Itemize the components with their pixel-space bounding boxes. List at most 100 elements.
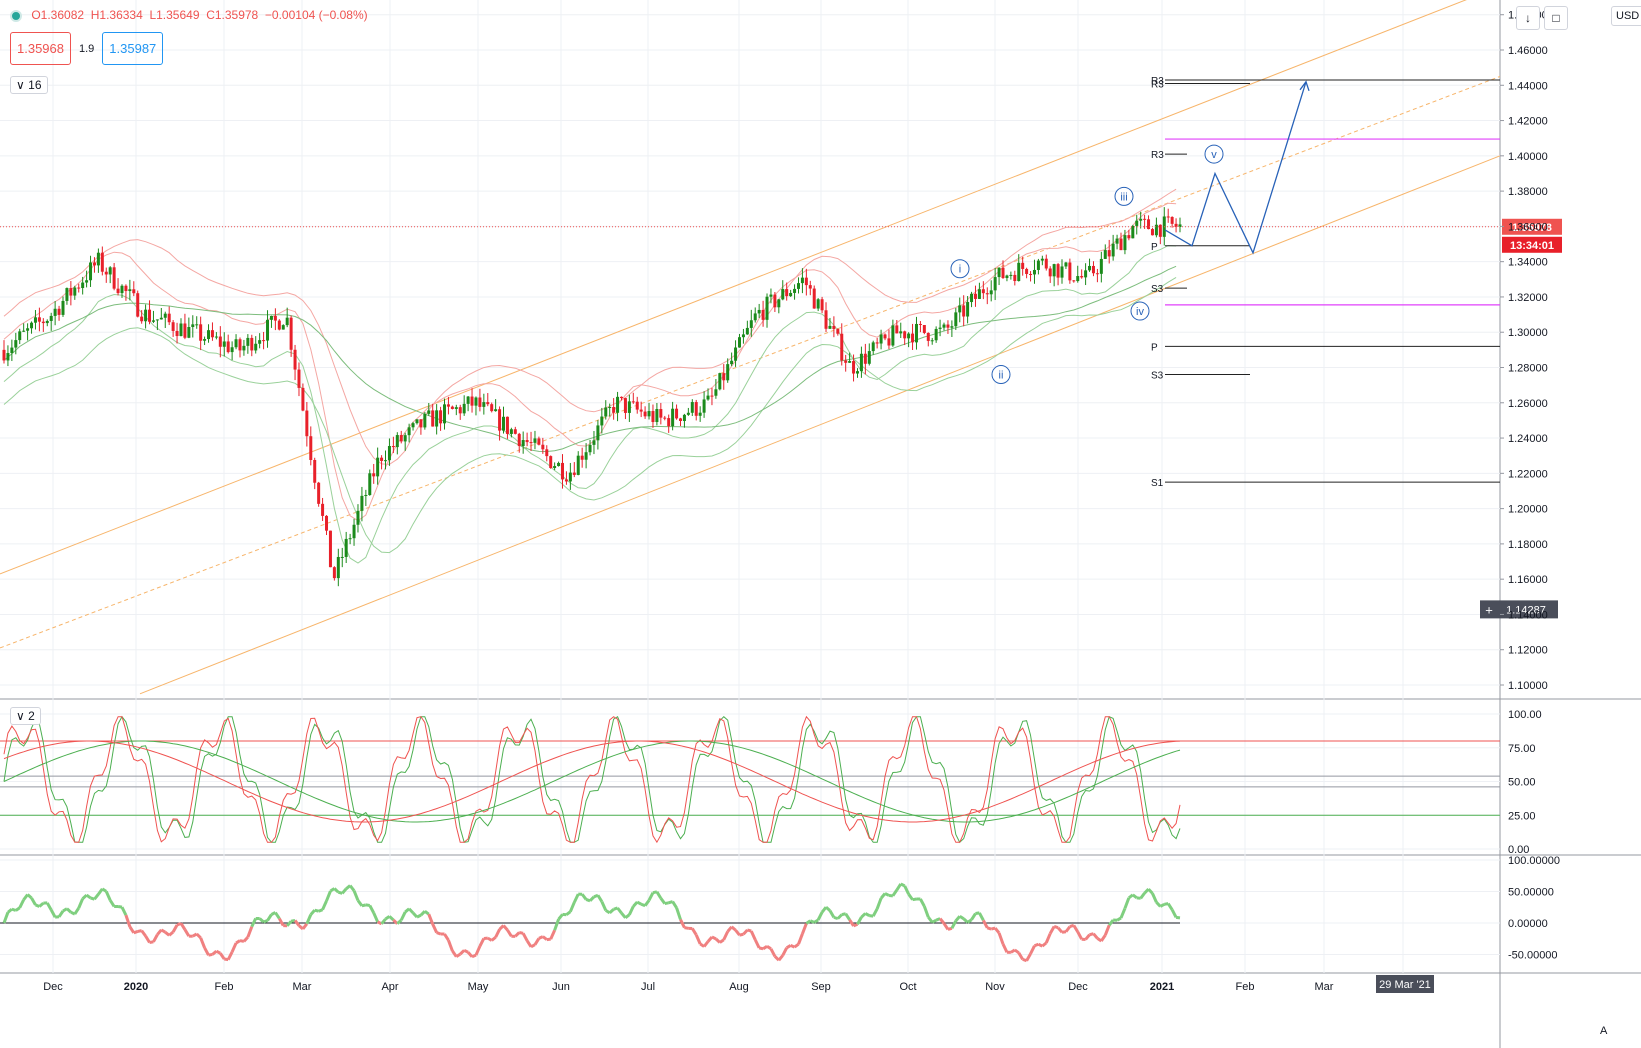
candle-body: [730, 360, 734, 365]
candle-body: [1103, 250, 1107, 259]
candle-body: [887, 338, 891, 346]
indicator-toggle-oscillator[interactable]: ∨ 2: [10, 707, 41, 725]
candle-body: [1139, 218, 1143, 221]
momentum-segment: [168, 930, 175, 937]
momentum-segment: [219, 952, 226, 960]
momentum-segment: [388, 915, 395, 922]
buy-button[interactable]: 1.35987: [102, 32, 164, 65]
momentum-segment: [986, 926, 992, 931]
oscillator-tick-label: 100.00: [1508, 709, 1542, 721]
candle-body: [619, 396, 623, 399]
candle-body: [682, 414, 686, 421]
oscillator-tick-label: 25.00: [1508, 810, 1536, 822]
candle-body: [171, 322, 175, 331]
momentum-segment: [128, 925, 136, 934]
scroll-down-button[interactable]: ↓: [1516, 6, 1540, 30]
momentum-segment: [1048, 925, 1056, 935]
momentum-segment: [903, 885, 910, 895]
momentum-segment: [160, 928, 167, 934]
momentum-segment: [1166, 902, 1174, 911]
candle-body: [262, 340, 266, 342]
candle-body: [502, 416, 506, 431]
momentum-segment: [423, 910, 430, 916]
momentum-segment: [632, 901, 639, 908]
candle-body: [210, 330, 214, 338]
time-axis-label: Jul: [641, 981, 655, 993]
candle-body: [332, 567, 336, 579]
momentum-segment: [836, 913, 843, 920]
candle-body: [922, 325, 926, 333]
indicator-toggle-main[interactable]: ∨ 16: [10, 76, 48, 94]
momentum-segment: [958, 914, 965, 921]
momentum-segment: [156, 928, 163, 936]
momentum-segment: [864, 912, 871, 917]
price-tick-label: 1.10000: [1508, 680, 1548, 692]
crosshair-date-label: 29 Mar '21: [1379, 979, 1431, 991]
momentum-segment: [176, 921, 182, 927]
momentum-segment: [305, 914, 313, 925]
candle-body: [277, 320, 281, 330]
momentum-segment: [568, 901, 576, 913]
candle-body: [789, 292, 793, 297]
candle-body: [891, 325, 895, 346]
momentum-segment: [797, 933, 804, 945]
auto-scale-button[interactable]: A: [1600, 1025, 1608, 1037]
candle-body: [482, 402, 486, 407]
candle-body: [344, 538, 348, 557]
candle-body: [993, 277, 997, 291]
candle-body: [419, 419, 423, 428]
candle-body: [977, 289, 981, 299]
currency-selector[interactable]: USD: [1611, 6, 1641, 26]
momentum-segment: [6, 907, 13, 914]
sell-button[interactable]: 1.35968: [10, 32, 71, 65]
candle-body: [702, 399, 706, 413]
candle-body: [305, 410, 309, 437]
momentum-segment: [224, 957, 229, 962]
momentum-segment: [572, 893, 580, 903]
momentum-segment: [993, 927, 1001, 934]
candle-body: [895, 325, 899, 334]
momentum-segment: [694, 934, 702, 945]
momentum-segment: [1127, 893, 1134, 900]
momentum-segment: [1084, 933, 1091, 941]
candle-body: [942, 324, 946, 328]
candle-body: [852, 361, 856, 374]
momentum-segment: [90, 896, 95, 901]
momentum-segment: [171, 924, 179, 933]
candle-body: [698, 412, 702, 416]
momentum-segment: [538, 935, 544, 940]
candle-body: [490, 404, 494, 412]
candle-body: [981, 289, 985, 294]
candle-body: [635, 401, 639, 410]
candle-body: [226, 341, 230, 353]
wave-label: v: [1211, 149, 1217, 161]
maximize-button[interactable]: □: [1544, 6, 1568, 30]
momentum-tick-label: 50.00000: [1508, 887, 1554, 899]
momentum-segment: [781, 947, 789, 957]
momentum-segment: [809, 919, 815, 924]
candle-body: [832, 325, 836, 330]
momentum-segment: [226, 951, 234, 961]
candle-body: [588, 444, 592, 453]
momentum-segment: [895, 883, 903, 891]
candle-body: [175, 330, 179, 337]
momentum-segment: [368, 904, 376, 914]
candle-body: [325, 515, 329, 531]
momentum-segment: [616, 907, 623, 914]
crosshair-date-box: [1376, 975, 1434, 993]
momentum-segment: [325, 890, 332, 902]
momentum-segment: [833, 915, 839, 921]
momentum-segment: [691, 927, 698, 936]
momentum-segment: [108, 899, 116, 908]
momentum-segment: [494, 928, 501, 938]
momentum-segment: [718, 938, 725, 944]
momentum-segment: [970, 912, 977, 921]
wave-label: ii: [999, 370, 1004, 382]
wave-label-circle: [1114, 186, 1134, 206]
momentum-segment: [65, 907, 72, 914]
price-tick-label: 1.36000: [1508, 221, 1548, 233]
candle-body: [163, 313, 167, 318]
momentum-segment: [274, 911, 281, 920]
